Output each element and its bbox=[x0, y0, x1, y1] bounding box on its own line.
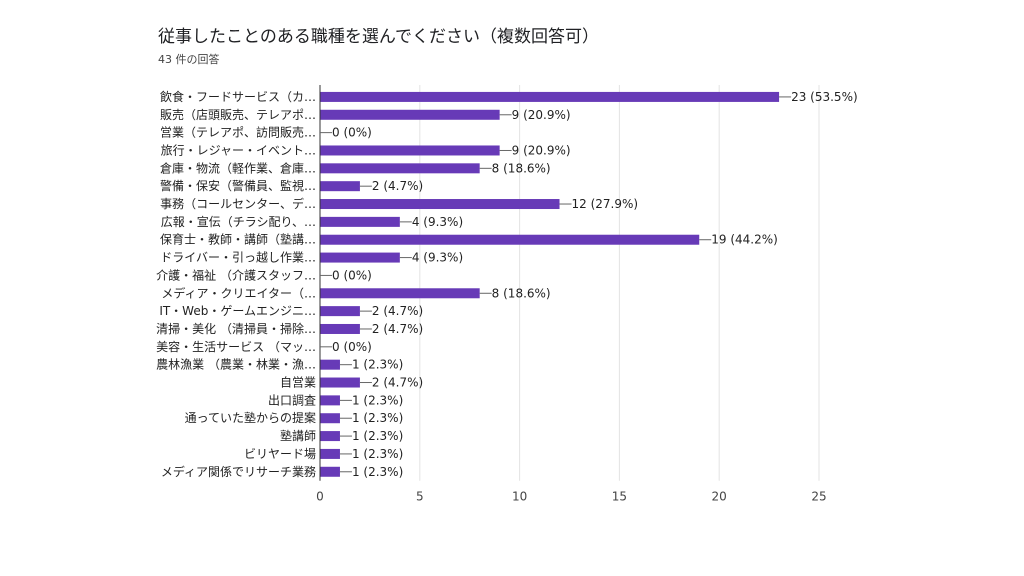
category-label: 旅行・レジャー・イベント… bbox=[161, 143, 316, 157]
x-tick-label: 25 bbox=[811, 490, 826, 504]
data-label: 4 (9.3%) bbox=[412, 215, 463, 229]
data-label: 4 (9.3%) bbox=[412, 251, 463, 265]
data-label: 12 (27.9%) bbox=[572, 197, 639, 211]
bar bbox=[320, 431, 340, 442]
data-label: 9 (20.9%) bbox=[512, 108, 571, 122]
bar bbox=[320, 359, 340, 370]
category-label: 事務（コールセンター、デ… bbox=[160, 196, 316, 211]
bar bbox=[320, 288, 480, 299]
data-label: 8 (18.6%) bbox=[492, 161, 551, 175]
data-label: 1 (2.3%) bbox=[352, 358, 403, 372]
bar bbox=[320, 109, 500, 120]
category-label: 通っていた塾からの提案 bbox=[185, 410, 316, 425]
x-tick-label: 15 bbox=[612, 490, 627, 504]
data-label: 23 (53.5%) bbox=[791, 90, 858, 104]
data-label: 1 (2.3%) bbox=[352, 447, 403, 461]
category-label: 飲食・フードサービス（カ… bbox=[160, 89, 316, 104]
grid-lines bbox=[419, 85, 820, 481]
category-label: 介護・福祉 （介護スタッフ… bbox=[156, 267, 316, 282]
data-label: 0 (0%) bbox=[332, 268, 372, 282]
category-label: ビリヤード場 bbox=[244, 447, 316, 461]
bar bbox=[320, 216, 400, 227]
bar bbox=[320, 377, 360, 388]
category-label: メディア・クリエイター（… bbox=[161, 285, 316, 300]
bar bbox=[320, 306, 360, 317]
chart-title: 従事したことのある職種を選んでください（複数回答可） bbox=[158, 27, 599, 47]
data-label: 2 (4.7%) bbox=[372, 322, 423, 336]
data-label: 1 (2.3%) bbox=[352, 411, 403, 425]
bar bbox=[320, 395, 340, 406]
bar bbox=[320, 163, 480, 174]
category-label: IT・Web・ゲームエンジニ… bbox=[159, 304, 316, 318]
bar bbox=[320, 413, 340, 424]
labels: 0 5 10 15 20 25 飲食・フードサービス（カ… 23 (53.5%) 販売（店頭販売… bbox=[156, 89, 857, 504]
category-label: 販売（店頭販売、テレアポ… bbox=[160, 107, 316, 122]
x-tick-label: 5 bbox=[416, 490, 424, 504]
category-label: 清掃・美化 （清掃員・掃除… bbox=[156, 321, 316, 336]
data-label: 2 (4.7%) bbox=[372, 376, 423, 390]
category-label: 美容・生活サービス （マッ… bbox=[156, 339, 316, 354]
data-label: 1 (2.3%) bbox=[352, 465, 403, 479]
category-label: ドライバー・引っ越し作業… bbox=[160, 251, 316, 265]
data-label: 9 (20.9%) bbox=[512, 143, 571, 157]
data-label: 8 (18.6%) bbox=[492, 286, 551, 300]
data-label: 1 (2.3%) bbox=[352, 393, 403, 407]
bar bbox=[320, 234, 700, 245]
category-label: 塾講師 bbox=[280, 428, 316, 443]
response-count: 43 件の回答 bbox=[158, 53, 220, 66]
data-label: 2 (4.7%) bbox=[372, 179, 423, 193]
data-label: 0 (0%) bbox=[332, 126, 372, 140]
category-label: 営業（テレアポ、訪問販売… bbox=[160, 125, 316, 140]
x-tick-label: 0 bbox=[316, 490, 324, 504]
bar bbox=[320, 466, 340, 477]
category-label: 農林漁業 （農業・林業・漁… bbox=[156, 358, 316, 372]
category-label: 警備・保安（警備員、監視… bbox=[160, 178, 316, 193]
bar bbox=[320, 145, 500, 156]
bar bbox=[320, 323, 360, 334]
data-label: 2 (4.7%) bbox=[372, 304, 423, 318]
axes bbox=[319, 85, 792, 481]
x-tick-label: 10 bbox=[512, 490, 527, 504]
bars bbox=[320, 91, 780, 477]
category-label: 倉庫・物流（軽作業、倉庫… bbox=[160, 160, 316, 175]
bar bbox=[320, 199, 560, 210]
bar bbox=[320, 181, 360, 192]
data-label: 1 (2.3%) bbox=[352, 429, 403, 443]
bar bbox=[320, 91, 780, 102]
bar bbox=[320, 448, 340, 459]
category-label: 出口調査 bbox=[268, 393, 316, 407]
category-label: 広報・宣伝（チラシ配り、… bbox=[161, 214, 316, 229]
data-label: 19 (44.2%) bbox=[711, 233, 778, 247]
bar bbox=[320, 252, 400, 263]
category-label: メディア関係でリサーチ業務 bbox=[161, 464, 316, 479]
category-label: 自営業 bbox=[280, 376, 316, 390]
category-label: 保育士・教師・講師（塾講… bbox=[160, 232, 316, 247]
x-tick-label: 20 bbox=[712, 490, 727, 504]
data-label: 0 (0%) bbox=[332, 340, 372, 354]
